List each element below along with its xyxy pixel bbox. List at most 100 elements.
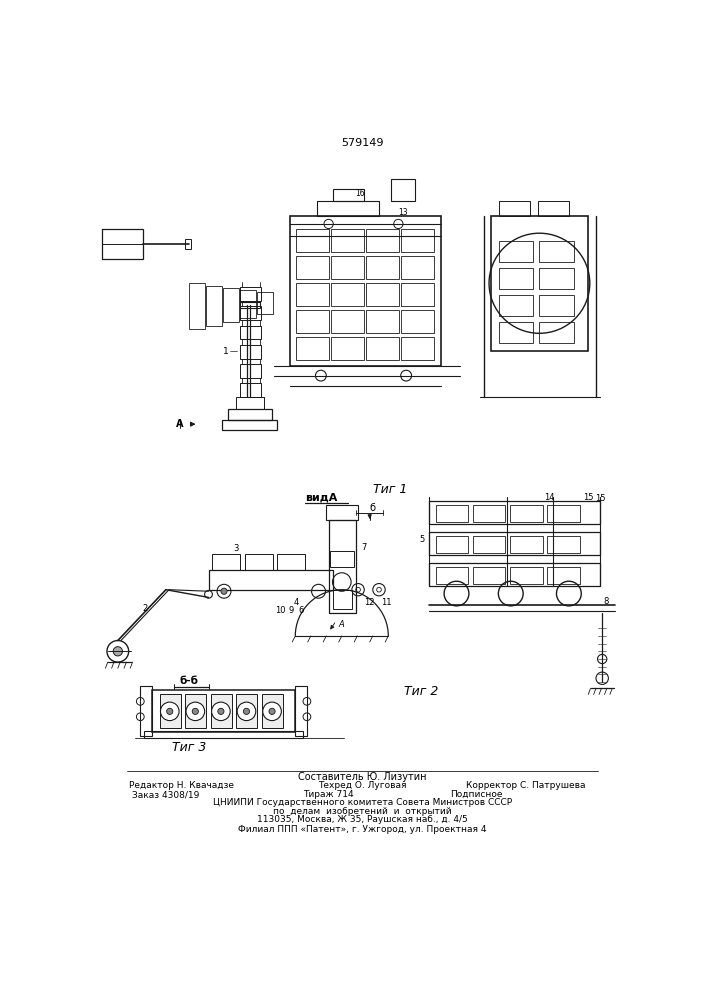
Bar xyxy=(144,731,303,738)
Bar xyxy=(366,229,399,252)
Bar xyxy=(240,345,261,359)
Bar xyxy=(296,310,329,333)
Text: 14: 14 xyxy=(544,493,555,502)
Text: Корректор С. Патрушева: Корректор С. Патрушева xyxy=(467,781,586,790)
Bar xyxy=(538,201,569,216)
Text: 13: 13 xyxy=(398,208,408,217)
Text: 579149: 579149 xyxy=(341,138,384,148)
Text: 5: 5 xyxy=(419,535,424,544)
Text: A: A xyxy=(339,620,345,629)
Bar xyxy=(222,420,277,430)
Bar xyxy=(240,290,256,318)
Circle shape xyxy=(263,702,281,721)
Text: A: A xyxy=(176,419,184,429)
Bar xyxy=(401,283,434,306)
Text: 9: 9 xyxy=(288,606,294,615)
Bar xyxy=(499,322,533,343)
Text: 10: 10 xyxy=(275,606,286,615)
Bar xyxy=(366,283,399,306)
Bar xyxy=(209,570,332,590)
Bar xyxy=(510,536,542,553)
Bar xyxy=(539,295,573,316)
Text: 15: 15 xyxy=(595,494,605,503)
Bar xyxy=(547,536,580,553)
Bar xyxy=(330,551,354,567)
Text: 4: 4 xyxy=(293,598,298,607)
Bar xyxy=(240,383,261,397)
Bar xyxy=(366,256,399,279)
Text: 6: 6 xyxy=(299,606,304,615)
Bar xyxy=(223,288,239,322)
Bar xyxy=(391,179,416,201)
Bar xyxy=(401,310,434,333)
Text: Заказ 4308/19: Заказ 4308/19 xyxy=(132,790,199,799)
Bar xyxy=(240,302,260,308)
Bar xyxy=(491,216,588,351)
Bar xyxy=(331,283,364,306)
Text: Τиг 3: Τиг 3 xyxy=(172,741,206,754)
Circle shape xyxy=(243,708,250,714)
Bar xyxy=(327,505,358,520)
Bar xyxy=(140,686,152,736)
Bar xyxy=(473,567,506,584)
Bar xyxy=(539,268,573,289)
Text: 1: 1 xyxy=(223,347,229,356)
Bar xyxy=(329,520,356,613)
Text: б-б: б-б xyxy=(180,676,199,686)
Bar xyxy=(160,694,180,728)
Bar xyxy=(332,590,352,609)
Circle shape xyxy=(167,708,173,714)
Text: 8: 8 xyxy=(603,597,609,606)
Bar xyxy=(262,694,283,728)
Bar xyxy=(296,229,329,252)
Bar xyxy=(401,229,434,252)
Text: ЦНИИПИ Государственного комитета Совета Министров СССР: ЦНИИПИ Государственного комитета Совета … xyxy=(214,798,513,807)
Bar xyxy=(103,229,143,259)
Text: 16: 16 xyxy=(355,189,364,198)
Bar xyxy=(401,256,434,279)
Bar xyxy=(296,256,329,279)
Bar xyxy=(331,256,364,279)
Text: Τиг 2: Τиг 2 xyxy=(404,685,439,698)
Text: 2: 2 xyxy=(142,604,148,613)
Bar xyxy=(510,567,542,584)
Bar xyxy=(185,239,192,249)
Text: Составитель Ю. Лизутин: Составитель Ю. Лизутин xyxy=(298,772,427,782)
Bar xyxy=(499,201,530,216)
Circle shape xyxy=(269,708,275,714)
Circle shape xyxy=(218,708,224,714)
Bar xyxy=(332,189,363,201)
Text: Техред О. Луговая: Техред О. Луговая xyxy=(318,781,407,790)
Text: 3: 3 xyxy=(233,544,238,553)
Bar xyxy=(331,229,364,252)
Bar xyxy=(189,283,204,329)
Text: 15: 15 xyxy=(583,493,593,502)
Bar xyxy=(152,690,296,732)
Bar xyxy=(236,694,257,728)
Bar xyxy=(245,554,273,570)
Bar xyxy=(240,326,261,339)
Bar xyxy=(401,337,434,360)
Circle shape xyxy=(186,702,204,721)
Bar xyxy=(206,286,222,326)
Bar xyxy=(366,337,399,360)
Bar xyxy=(436,505,468,522)
Circle shape xyxy=(237,702,256,721)
Bar xyxy=(277,554,305,570)
Bar xyxy=(499,268,533,289)
Text: Подписное: Подписное xyxy=(450,790,502,799)
Bar xyxy=(296,337,329,360)
Bar xyxy=(257,292,273,314)
Bar xyxy=(366,310,399,333)
Bar xyxy=(290,216,441,366)
Bar xyxy=(228,409,272,420)
Text: 12: 12 xyxy=(364,598,375,607)
Bar xyxy=(539,322,573,343)
Text: 11: 11 xyxy=(382,598,392,607)
Bar xyxy=(436,567,468,584)
Bar xyxy=(436,536,468,553)
Bar xyxy=(240,306,261,320)
Bar xyxy=(331,337,364,360)
Text: Филиал ППП «Патент», г. Ужгород, ул. Проектная 4: Филиал ППП «Патент», г. Ужгород, ул. Про… xyxy=(238,825,487,834)
Bar xyxy=(473,536,506,553)
